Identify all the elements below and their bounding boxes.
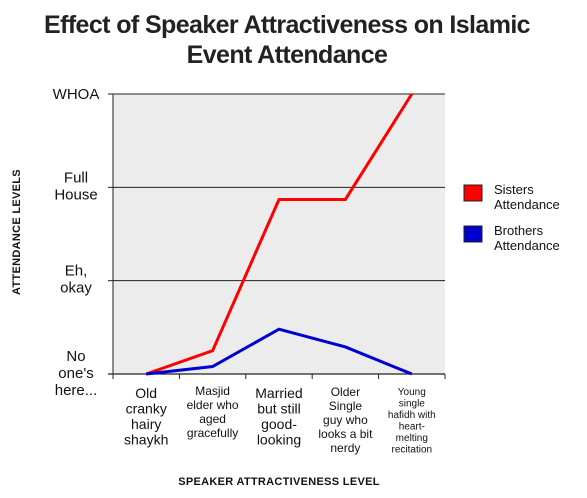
y-tick-label-line: here... bbox=[55, 382, 98, 399]
series-lines bbox=[145, 93, 414, 376]
x-axis-label: SPEAKER ATTRACTIVENESS LEVEL bbox=[178, 476, 380, 488]
y-tick-label: Eh, okay bbox=[60, 263, 92, 297]
y-tick-labels: No one's here... Eh, okay Full House WHOA bbox=[53, 86, 100, 399]
axes bbox=[108, 93, 446, 379]
legend-label: Brothers Attendance bbox=[494, 223, 560, 253]
y-tick-label-line: House bbox=[54, 186, 97, 203]
y-tick-label: No one's here... bbox=[55, 348, 98, 399]
x-tick-label-line: Old bbox=[135, 385, 157, 401]
x-tick-label-line: Older bbox=[331, 385, 360, 399]
chart-title: Effect of Speaker Attractiveness on Isla… bbox=[44, 11, 531, 69]
x-tick-label: Older Single guy who looks a bit nerdy bbox=[318, 385, 373, 455]
y-tick-label-line: okay bbox=[60, 280, 92, 297]
y-tick-label-line: No bbox=[66, 348, 85, 365]
legend-label: Sisters Attendance bbox=[494, 182, 560, 212]
x-tick-label-line: looking bbox=[257, 432, 301, 448]
gridlines bbox=[113, 93, 445, 282]
y-tick-label-line: one's bbox=[58, 365, 93, 382]
legend-swatch bbox=[463, 184, 483, 202]
x-tick-label-line: elder who bbox=[187, 398, 239, 412]
y-tick-label: Full House bbox=[54, 169, 97, 203]
y-tick-label-line: Full bbox=[64, 169, 88, 186]
x-tick-label-line: melting bbox=[396, 433, 428, 444]
x-tick-label-line: single bbox=[399, 399, 426, 410]
plot-area bbox=[113, 94, 445, 374]
series-line bbox=[146, 327, 413, 376]
chart-title-line: Effect of Speaker Attractiveness on Isla… bbox=[44, 11, 531, 39]
y-tick-label: WHOA bbox=[53, 86, 100, 103]
y-tick-label-line: WHOA bbox=[53, 86, 100, 103]
x-tick-label: Old cranky hairy shaykh bbox=[124, 385, 168, 448]
x-tick-label-line: Young bbox=[398, 387, 426, 398]
x-tick-label: Masjid elder who aged gracefully bbox=[187, 384, 239, 440]
x-tick-label-line: good- bbox=[261, 416, 297, 432]
x-tick-label-line: but still bbox=[257, 401, 301, 417]
x-tick-label: Married but still good-looking bbox=[255, 385, 302, 448]
x-tick-label-line: recitation bbox=[392, 445, 433, 456]
y-axis-label: ATTENDANCE LEVELS bbox=[11, 169, 23, 295]
chart-title-line: Event Attendance bbox=[187, 41, 388, 69]
legend-swatch bbox=[463, 225, 483, 243]
x-tick-label-line: shaykh bbox=[124, 432, 168, 448]
legend-label-line: Sisters bbox=[494, 182, 534, 197]
x-tick-label-line: Single bbox=[329, 399, 363, 413]
x-tick-label-line: heart- bbox=[399, 422, 425, 433]
x-tick-label-line: Masjid bbox=[195, 384, 230, 398]
y-tick-label-line: Eh, bbox=[65, 263, 88, 280]
x-tick-label-line: hafidh with bbox=[388, 410, 436, 421]
x-tick-label-line: Married bbox=[255, 385, 302, 401]
legend-label-line: Attendance bbox=[494, 238, 560, 253]
x-tick-label-line: looks a bit bbox=[318, 427, 373, 441]
x-tick-label: Young single hafidh with heart-melting recit… bbox=[388, 387, 436, 456]
x-tick-label-line: aged bbox=[199, 412, 226, 426]
x-tick-label-line: hairy bbox=[131, 416, 161, 432]
x-tick-label-line: cranky bbox=[126, 401, 167, 417]
x-tick-label-line: gracefully bbox=[187, 426, 238, 440]
series-line bbox=[145, 93, 414, 376]
x-tick-label-line: guy who bbox=[323, 413, 368, 427]
legend-label-line: Attendance bbox=[494, 197, 560, 212]
legend-label-line: Brothers bbox=[494, 223, 544, 238]
x-tick-label-line: nerdy bbox=[330, 441, 360, 455]
